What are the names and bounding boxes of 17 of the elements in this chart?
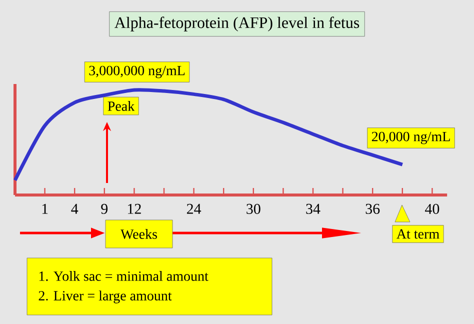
- text: 2. Liver = large amount: [38, 290, 172, 304]
- x-axis-title: Weeks: [120, 229, 157, 239]
- x-tick-label: 1: [42, 204, 48, 214]
- annotation: 20,000 ng/mL: [372, 132, 450, 144]
- x-tick-label: 36: [366, 204, 380, 214]
- text: 3,000,000 ng/mL: [89, 66, 185, 78]
- x-tick-label: 30: [246, 204, 260, 214]
- chart-title: Alpha-fetoprotein (AFP) level in fetus: [114, 16, 360, 32]
- x-tick-label: 12: [128, 204, 141, 214]
- x-tick-label: 24: [186, 204, 202, 214]
- x-tick-label: 34: [306, 204, 320, 214]
- x-tick-label: 9: [101, 204, 108, 214]
- x-tick-label: 40: [424, 204, 440, 214]
- text: At term: [396, 229, 440, 239]
- text: 1. Yolk sac = minimal amount: [39, 271, 208, 281]
- annotation: Peak: [108, 101, 135, 111]
- x-tick-label: 4: [71, 204, 78, 214]
